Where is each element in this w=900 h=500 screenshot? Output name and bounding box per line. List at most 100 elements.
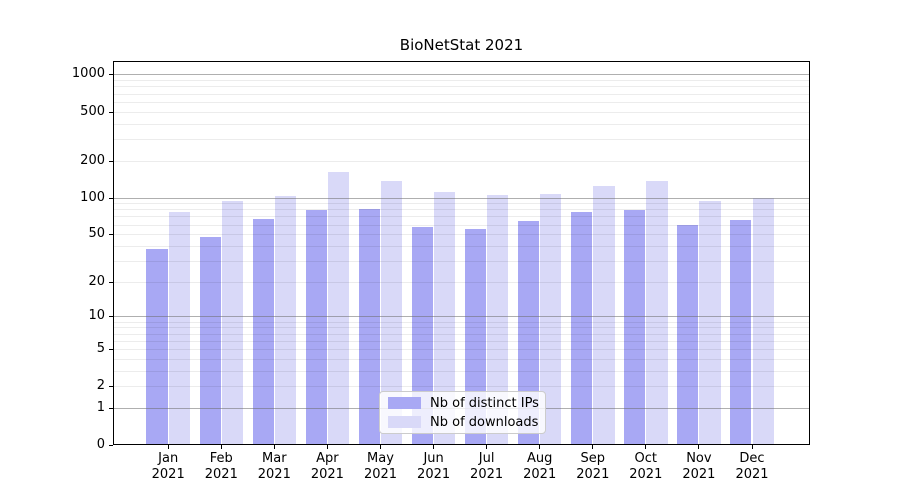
y-tick-mark — [109, 348, 113, 350]
x-tick-month: Nov — [686, 451, 712, 466]
x-tick-label-jan: Jan 2021 — [138, 451, 198, 483]
bar-distinct-ips-jun — [411, 227, 434, 445]
x-tick-month: Dec — [739, 451, 765, 466]
bar-distinct-ips-dec — [730, 220, 752, 445]
bar-downloads-oct — [646, 180, 668, 445]
legend-swatch-distinct-ips — [388, 397, 421, 409]
y-tick-label: 20 — [88, 273, 105, 289]
gridline-minor — [113, 80, 810, 82]
x-tick-year: 2021 — [576, 467, 610, 482]
chart-title: BioNetStat 2021 — [399, 36, 524, 54]
y-tick-mark — [109, 386, 113, 388]
x-tick-label-feb: Feb 2021 — [191, 451, 251, 483]
y-tick-mark — [109, 407, 113, 409]
bar-downloads-jun — [434, 192, 456, 445]
x-tick-label-apr: Apr 2021 — [297, 451, 357, 483]
gridline-minor — [113, 111, 810, 113]
bar-downloads-jan — [168, 212, 190, 445]
bar-downloads-feb — [221, 200, 244, 445]
gridline-minor — [113, 93, 810, 95]
y-tick-mark — [109, 234, 113, 236]
x-tick-label-oct: Oct 2021 — [616, 451, 676, 483]
legend-label-downloads: Nb of downloads — [430, 414, 539, 430]
x-tick-year: 2021 — [151, 467, 185, 482]
gridline-minor — [113, 234, 810, 236]
gridline-minor — [113, 224, 810, 226]
bar-downloads-may — [381, 180, 403, 445]
gridline-minor — [113, 340, 810, 342]
x-tick-mark — [486, 445, 488, 449]
x-tick-mark — [751, 445, 753, 449]
bar-distinct-ips-sep — [571, 212, 593, 445]
gridline-minor — [113, 281, 810, 283]
y-tick-mark — [109, 281, 113, 283]
y-tick-mark — [109, 160, 113, 162]
x-tick-year: 2021 — [204, 467, 238, 482]
gridline-minor — [113, 216, 810, 218]
bar-downloads-aug — [540, 194, 562, 445]
x-tick-year: 2021 — [470, 467, 504, 482]
bar-distinct-ips-feb — [199, 237, 221, 445]
y-tick-label: 500 — [80, 103, 105, 119]
bar-distinct-ips-may — [358, 209, 380, 445]
x-tick-year: 2021 — [257, 467, 291, 482]
y-tick-label: 2 — [96, 378, 105, 394]
x-tick-month: Feb — [209, 451, 233, 466]
y-tick-label: 1 — [96, 399, 105, 415]
x-tick-mark — [167, 445, 169, 449]
legend: Nb of distinct IPs Nb of downloads — [379, 391, 546, 434]
bar-downloads-apr — [327, 172, 350, 445]
gridline-major — [113, 316, 810, 318]
x-tick-month: May — [367, 451, 394, 466]
x-tick-year: 2021 — [629, 467, 663, 482]
x-tick-label-dec: Dec 2021 — [722, 451, 782, 483]
x-tick-mark — [220, 445, 222, 449]
bar-distinct-ips-nov — [677, 225, 699, 445]
gridline-minor — [113, 358, 810, 360]
gridline-major — [113, 74, 810, 76]
y-tick-label: 100 — [80, 189, 105, 205]
x-tick-label-nov: Nov 2021 — [669, 451, 729, 483]
gridline-minor — [113, 327, 810, 329]
bar-downloads-dec — [752, 198, 774, 445]
gridline-minor — [113, 123, 810, 125]
gridline-minor — [113, 348, 810, 350]
gridline-minor — [113, 333, 810, 335]
gridline-minor — [113, 160, 810, 162]
x-tick-month: Oct — [634, 451, 658, 466]
x-tick-mark — [539, 445, 541, 449]
y-tick-label: 10 — [88, 308, 105, 324]
y-tick-mark — [109, 111, 113, 113]
gridline-minor — [113, 203, 810, 205]
y-tick-label: 200 — [80, 152, 105, 168]
legend-item-distinct-ips: Nb of distinct IPs — [388, 395, 539, 411]
bar-distinct-ips-apr — [305, 210, 327, 445]
y-tick-mark — [109, 316, 113, 318]
y-tick-label: 1000 — [71, 66, 105, 82]
bar-downloads-mar — [274, 195, 297, 445]
gridline-major — [113, 197, 810, 199]
gridline-minor — [113, 321, 810, 323]
gridline-minor — [113, 101, 810, 103]
gridline-minor — [113, 386, 810, 388]
x-tick-year: 2021 — [735, 467, 769, 482]
legend-item-downloads: Nb of downloads — [388, 414, 539, 430]
y-tick-label: 50 — [88, 226, 105, 242]
x-tick-label-aug: Aug 2021 — [510, 451, 570, 483]
gridline-minor — [113, 209, 810, 211]
x-tick-label-sep: Sep 2021 — [563, 451, 623, 483]
x-tick-mark — [433, 445, 435, 449]
gridline-minor — [113, 260, 810, 262]
x-tick-label-jul: Jul 2021 — [457, 451, 517, 483]
x-tick-month: Aug — [526, 451, 553, 466]
gridline-minor — [113, 370, 810, 372]
x-tick-month: Sep — [580, 451, 606, 466]
bar-distinct-ips-jan — [146, 248, 168, 445]
x-tick-month: Jul — [478, 451, 495, 466]
bar-distinct-ips-mar — [252, 218, 274, 445]
bar-downloads-nov — [699, 201, 721, 445]
plot-area — [113, 61, 810, 445]
legend-label-distinct-ips: Nb of distinct IPs — [430, 395, 539, 411]
x-tick-label-mar: Mar 2021 — [244, 451, 304, 483]
